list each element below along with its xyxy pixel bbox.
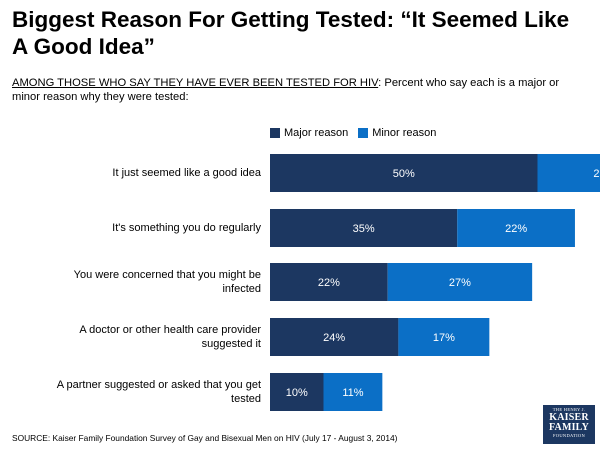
bar-label-major: 35% xyxy=(353,223,375,235)
bar-chart: 50% 25% 35% 22% 22% 27% 24% 17% 10% 11% xyxy=(0,0,600,450)
bar-label-minor: 17% xyxy=(433,332,455,344)
bar-label-minor: 27% xyxy=(449,277,471,289)
bar-label-major: 50% xyxy=(393,168,415,180)
bar-minor xyxy=(538,154,600,192)
bar-label-minor: 25% xyxy=(593,168,600,180)
bar-label-minor: 22% xyxy=(505,223,527,235)
logo-line-4: FOUNDATION xyxy=(543,433,595,439)
bar-label-major: 24% xyxy=(323,332,345,344)
bar-label-major: 22% xyxy=(318,277,340,289)
logo-line-3: FAMILY xyxy=(543,423,595,433)
kff-logo: THE HENRY J. KAISER FAMILY FOUNDATION xyxy=(543,405,595,444)
bar-label-minor: 11% xyxy=(342,387,363,399)
source-note: SOURCE: Kaiser Family Foundation Survey … xyxy=(12,433,397,443)
bar-label-major: 10% xyxy=(286,387,308,399)
